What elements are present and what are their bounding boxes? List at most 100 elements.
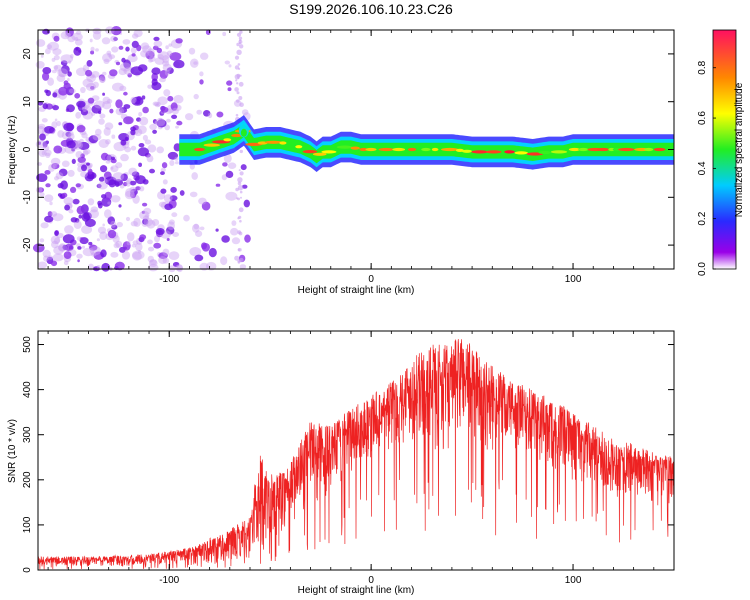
x-tick-label: 0 bbox=[368, 575, 374, 586]
noise-blob bbox=[224, 60, 230, 65]
noise-blob bbox=[38, 149, 47, 157]
noise-blob bbox=[125, 188, 135, 198]
noise-blob bbox=[96, 183, 102, 189]
ridge-core bbox=[295, 145, 303, 149]
noise-blob bbox=[71, 158, 76, 164]
y-tick-label: 500 bbox=[22, 336, 33, 353]
noise-blob bbox=[111, 224, 118, 230]
chart-title: S199.2026.106.10.23.C26 bbox=[289, 1, 453, 17]
y-tick-label: 200 bbox=[22, 471, 33, 488]
noise-blob bbox=[176, 264, 183, 273]
noise-blob bbox=[64, 204, 70, 211]
noise-blob bbox=[74, 93, 81, 99]
noise-blob bbox=[66, 140, 76, 149]
noise-blob bbox=[239, 30, 243, 34]
colorbar-tick-label: 0.8 bbox=[697, 60, 708, 74]
colorbar-tick-label: 0.2 bbox=[697, 211, 708, 225]
noise-blob bbox=[68, 60, 72, 64]
noise-blob bbox=[137, 147, 149, 157]
noise-blob bbox=[203, 110, 211, 117]
noise-blob bbox=[37, 125, 45, 135]
noise-blob bbox=[47, 211, 53, 217]
noise-blob bbox=[120, 173, 128, 182]
noise-blob bbox=[119, 62, 132, 72]
noise-blob bbox=[147, 239, 153, 245]
noise-blob bbox=[237, 259, 241, 263]
noise-blob bbox=[238, 231, 243, 236]
ridge-core bbox=[538, 150, 552, 155]
ridge-core bbox=[194, 147, 205, 152]
noise-blob bbox=[118, 45, 124, 50]
noise-blob bbox=[76, 205, 85, 215]
noise-blob bbox=[89, 74, 95, 79]
noise-blob bbox=[166, 50, 173, 57]
noise-blob bbox=[237, 63, 241, 66]
noise-blob bbox=[42, 103, 48, 110]
noise-blob bbox=[221, 174, 228, 181]
noise-blob bbox=[142, 202, 148, 207]
noise-blob bbox=[37, 187, 45, 193]
noise-blob bbox=[154, 57, 165, 65]
noise-blob bbox=[132, 240, 139, 245]
noise-blob bbox=[61, 65, 70, 74]
noise-blob bbox=[132, 251, 142, 261]
noise-blob bbox=[88, 263, 94, 271]
noise-blob bbox=[161, 162, 168, 169]
noise-blob bbox=[147, 144, 157, 153]
noise-blob bbox=[169, 160, 175, 166]
noise-blob bbox=[100, 249, 107, 258]
noise-blob bbox=[118, 122, 123, 126]
noise-blob bbox=[77, 259, 80, 263]
noise-blob bbox=[130, 96, 137, 104]
noise-blob bbox=[103, 58, 110, 64]
noise-blob bbox=[90, 86, 95, 90]
noise-blob bbox=[142, 218, 149, 225]
noise-blob bbox=[148, 246, 155, 252]
noise-blob bbox=[82, 105, 88, 112]
noise-blob bbox=[235, 79, 238, 82]
noise-blob bbox=[225, 191, 238, 201]
noise-blob bbox=[222, 162, 228, 167]
snr-series-line bbox=[37, 339, 675, 570]
noise-blob bbox=[192, 223, 200, 233]
noise-blob bbox=[76, 125, 86, 133]
noise-blob bbox=[138, 250, 141, 254]
noise-blob bbox=[113, 37, 118, 41]
noise-blob bbox=[63, 251, 72, 259]
noise-blob bbox=[130, 47, 137, 54]
noise-blob bbox=[149, 123, 157, 131]
ridge-core bbox=[378, 147, 394, 152]
noise-blob bbox=[164, 203, 173, 211]
noise-blob bbox=[189, 191, 198, 198]
noise-blob bbox=[101, 37, 111, 45]
noise-blob bbox=[38, 141, 41, 145]
noise-blob bbox=[44, 215, 54, 223]
noise-blob bbox=[52, 48, 62, 56]
noise-blob bbox=[52, 92, 58, 98]
noise-blob bbox=[86, 60, 93, 67]
noise-blob bbox=[162, 63, 172, 72]
noise-blob bbox=[162, 248, 170, 256]
noise-blob bbox=[237, 181, 242, 186]
noise-blob bbox=[81, 164, 87, 172]
noise-blob bbox=[201, 243, 210, 252]
noise-blob bbox=[44, 194, 54, 202]
noise-blob bbox=[145, 50, 155, 60]
noise-blob bbox=[238, 96, 243, 100]
noise-blob bbox=[41, 118, 48, 123]
noise-blob bbox=[238, 169, 241, 172]
noise-blob bbox=[146, 219, 156, 229]
noise-blob bbox=[111, 46, 119, 53]
noise-blob bbox=[156, 47, 162, 54]
noise-blob bbox=[157, 96, 168, 105]
noise-blob bbox=[239, 102, 244, 107]
noise-blob bbox=[241, 184, 248, 189]
ridge-core bbox=[578, 147, 589, 152]
noise-blob bbox=[237, 76, 240, 79]
noise-blob bbox=[75, 183, 82, 188]
noise-blob bbox=[35, 39, 46, 47]
noise-blob bbox=[47, 41, 59, 51]
noise-blob bbox=[147, 255, 154, 263]
noise-blob bbox=[164, 124, 170, 131]
noise-blob bbox=[165, 45, 169, 50]
